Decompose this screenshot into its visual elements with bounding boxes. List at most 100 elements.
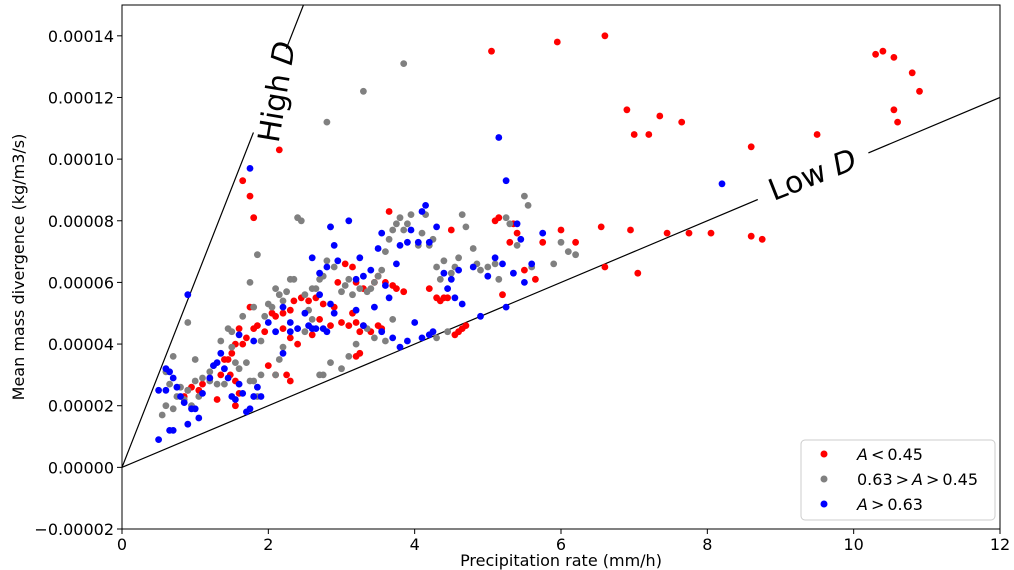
data-point <box>279 309 287 317</box>
data-point <box>246 405 254 413</box>
data-point <box>747 232 755 240</box>
data-point <box>286 328 294 336</box>
x-tick-label: 8 <box>702 535 712 554</box>
data-point <box>488 47 495 55</box>
data-point <box>510 269 517 277</box>
data-point <box>378 328 386 336</box>
data-point <box>191 356 199 363</box>
data-point <box>312 285 320 292</box>
data-point <box>813 131 821 138</box>
data-point <box>502 303 510 311</box>
data-point <box>268 303 276 311</box>
data-point <box>747 143 755 151</box>
data-point <box>349 291 356 299</box>
data-point <box>382 248 389 256</box>
y-axis-title: Mean mass divergence (kg/m3/s) <box>9 134 28 401</box>
data-point <box>243 359 250 366</box>
data-point <box>275 146 283 154</box>
data-point <box>228 343 236 351</box>
data-point <box>890 54 898 61</box>
data-point <box>495 134 503 141</box>
data-point <box>623 106 631 114</box>
data-point <box>385 208 393 215</box>
data-point <box>656 112 664 120</box>
data-point <box>305 297 312 305</box>
data-point <box>279 343 287 351</box>
data-point <box>235 365 243 373</box>
data-point <box>491 260 499 268</box>
data-point <box>447 226 455 234</box>
data-point <box>425 238 433 246</box>
data-point <box>169 405 177 413</box>
x-tick-label: 12 <box>990 535 1010 554</box>
data-point <box>301 328 309 336</box>
data-point <box>316 269 323 277</box>
data-point <box>371 279 378 286</box>
legend-label: A <0.45 <box>856 445 923 464</box>
data-point <box>191 377 199 385</box>
data-point <box>645 131 653 138</box>
data-point <box>169 427 177 434</box>
data-point <box>404 238 411 246</box>
data-point <box>155 386 163 394</box>
data-point <box>308 331 316 339</box>
data-point <box>506 238 514 246</box>
x-tick-label: 4 <box>410 535 420 554</box>
data-point <box>393 285 400 292</box>
data-point <box>477 266 484 274</box>
data-point <box>213 396 221 403</box>
data-point <box>506 220 514 228</box>
data-point <box>389 316 397 323</box>
data-point <box>286 334 294 342</box>
data-point <box>425 285 433 292</box>
y-tick-label: 0.00012 <box>48 88 114 107</box>
data-point <box>155 436 163 443</box>
data-point <box>235 331 243 339</box>
data-point <box>404 220 411 228</box>
data-point <box>272 328 279 336</box>
data-point <box>440 257 448 265</box>
data-point <box>290 297 298 305</box>
legend-marker <box>820 450 828 458</box>
data-point <box>484 263 492 271</box>
data-point <box>502 177 510 185</box>
data-point <box>374 245 382 252</box>
data-point <box>564 248 572 256</box>
data-point <box>371 303 378 311</box>
legend-marker <box>820 500 828 508</box>
data-point <box>433 263 440 271</box>
data-point <box>221 356 228 363</box>
legend-item-mid: 0.63 > A >0.45 <box>820 470 978 489</box>
data-point <box>257 337 265 345</box>
legend-label-var: A <box>911 470 923 489</box>
y-tick-label: 0.00002 <box>48 397 114 416</box>
data-point <box>191 405 199 413</box>
data-point <box>338 319 345 326</box>
data-point <box>495 214 503 222</box>
legend: A <0.45 0.63 > A >0.45 A >0.63 <box>800 439 996 521</box>
data-point <box>455 254 462 262</box>
data-point <box>158 411 166 419</box>
data-point <box>213 380 221 388</box>
data-point <box>407 226 415 234</box>
data-point <box>283 371 290 379</box>
data-point <box>634 269 642 277</box>
data-point <box>239 177 247 185</box>
data-point <box>323 118 331 126</box>
data-point <box>484 272 492 280</box>
data-point <box>627 226 634 234</box>
data-point <box>356 328 364 336</box>
legend-item-high: A >0.63 <box>820 495 923 514</box>
data-point <box>330 263 338 271</box>
data-point <box>232 396 239 403</box>
data-point <box>327 223 334 231</box>
data-point <box>250 393 258 400</box>
x-tick-label: 6 <box>556 535 566 554</box>
legend-label-value: 0.45 <box>942 470 978 489</box>
data-point <box>297 217 305 225</box>
data-point <box>872 50 879 58</box>
data-point <box>257 371 265 379</box>
y-tick-label: 0.00014 <box>48 27 114 46</box>
